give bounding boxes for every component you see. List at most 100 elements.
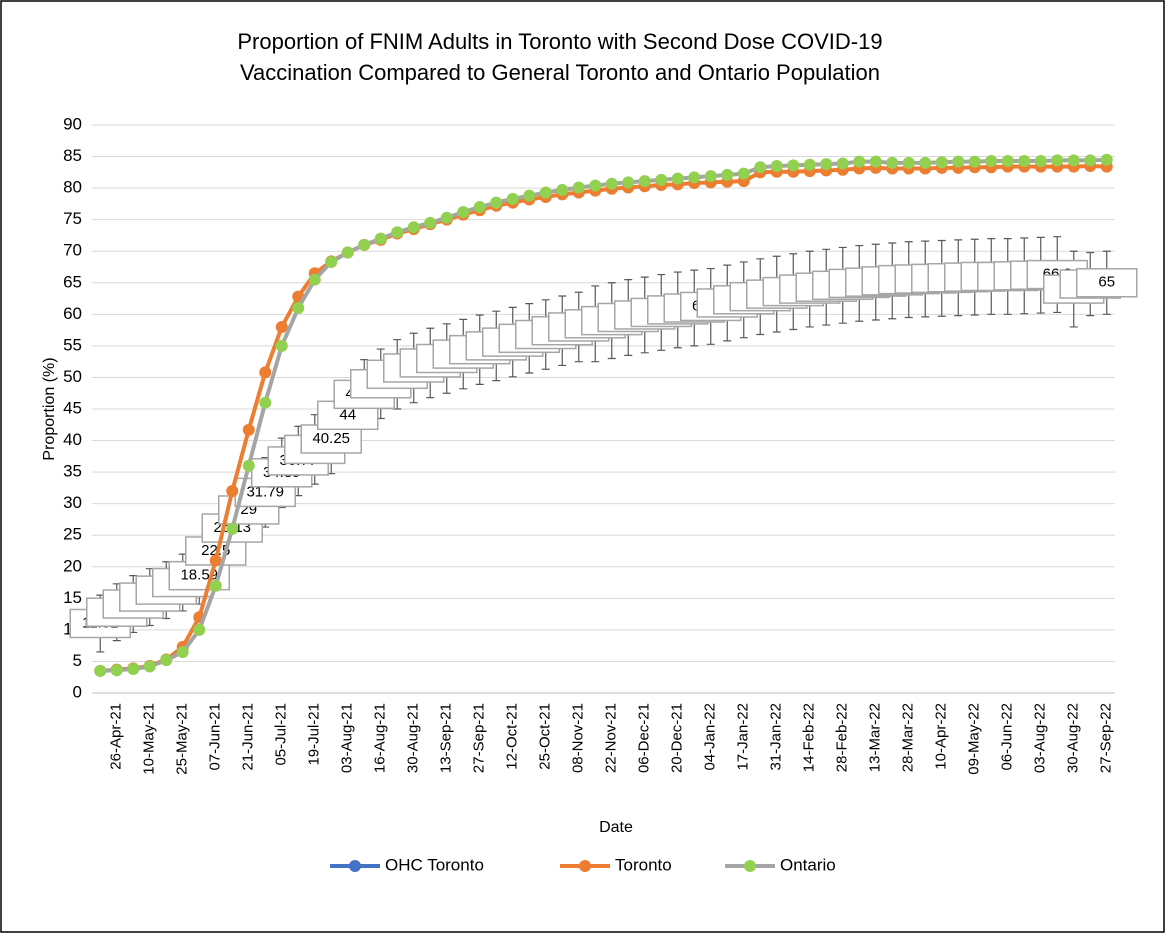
x-tick-label: 07-Jun-21 xyxy=(207,703,224,771)
series-marker xyxy=(1018,154,1031,167)
data-label: 44 xyxy=(339,406,356,423)
series-marker xyxy=(358,238,371,251)
series-marker xyxy=(292,302,305,315)
series-marker xyxy=(721,168,734,181)
x-tick-label: 21-Jun-21 xyxy=(240,703,257,771)
y-tick-label: 35 xyxy=(63,462,82,481)
x-tick-label: 10-Apr-22 xyxy=(933,703,950,770)
legend-marker xyxy=(744,860,756,872)
x-tick-label: 27-Sep-22 xyxy=(1098,703,1115,773)
series-marker xyxy=(242,423,255,436)
series-marker xyxy=(209,554,222,567)
series-marker xyxy=(160,654,173,667)
series-marker xyxy=(968,155,981,168)
series-marker xyxy=(523,189,536,202)
legend-label: OHC Toronto xyxy=(385,855,484,874)
x-tick-label: 08-Nov-21 xyxy=(570,703,587,773)
series-marker xyxy=(952,155,965,168)
series-marker xyxy=(985,154,998,167)
series-marker xyxy=(193,623,206,636)
series-marker xyxy=(127,663,140,676)
series-marker xyxy=(176,645,189,658)
x-tick-label: 30-Aug-22 xyxy=(1065,703,1082,773)
x-tick-label: 26-Apr-21 xyxy=(108,703,125,770)
series-marker xyxy=(770,160,783,173)
legend-label: Toronto xyxy=(615,855,672,874)
x-tick-label: 25-Oct-21 xyxy=(537,703,554,770)
x-tick-label: 19-Jul-21 xyxy=(306,703,323,766)
series-marker xyxy=(556,184,569,197)
series-marker xyxy=(671,172,684,185)
x-tick-label: 16-Aug-21 xyxy=(372,703,389,773)
series-marker xyxy=(374,232,387,245)
x-tick-label: 03-Aug-21 xyxy=(339,703,356,773)
series-marker xyxy=(589,179,602,192)
y-tick-label: 70 xyxy=(63,241,82,260)
data-label: 40.25 xyxy=(312,430,350,447)
x-tick-label: 13-Mar-22 xyxy=(867,703,884,772)
series-marker xyxy=(391,226,404,239)
series-marker xyxy=(1100,153,1113,166)
x-tick-label: 13-Sep-21 xyxy=(438,703,455,773)
series-marker xyxy=(655,173,668,186)
y-tick-label: 60 xyxy=(63,304,82,323)
series-marker xyxy=(869,155,882,168)
series-marker xyxy=(820,158,833,171)
x-tick-label: 27-Sep-21 xyxy=(471,703,488,773)
x-tick-label: 20-Dec-21 xyxy=(669,703,686,773)
series-marker xyxy=(440,211,453,224)
series-marker xyxy=(704,170,717,183)
series-marker xyxy=(94,664,107,677)
x-tick-label: 09-May-22 xyxy=(966,703,983,775)
series-marker xyxy=(308,273,321,286)
series-marker xyxy=(473,201,486,214)
y-tick-label: 20 xyxy=(63,556,82,575)
series-marker xyxy=(638,175,651,188)
series-marker xyxy=(341,246,354,259)
y-tick-label: 25 xyxy=(63,525,82,544)
y-tick-label: 40 xyxy=(63,430,82,449)
series-marker xyxy=(1084,154,1097,167)
series-marker xyxy=(325,255,338,268)
series-marker xyxy=(275,320,288,333)
x-tick-label: 03-Aug-22 xyxy=(1032,703,1049,773)
series-marker xyxy=(490,196,503,209)
series-marker xyxy=(143,660,156,673)
y-tick-label: 0 xyxy=(73,682,82,701)
y-tick-label: 55 xyxy=(63,335,82,354)
y-tick-label: 45 xyxy=(63,398,82,417)
y-tick-label: 15 xyxy=(63,588,82,607)
series-marker xyxy=(1067,154,1080,167)
x-tick-label: 12-Oct-21 xyxy=(504,703,521,770)
series-marker xyxy=(226,485,239,498)
series-marker xyxy=(853,155,866,168)
series-marker xyxy=(506,192,519,205)
series-marker xyxy=(424,216,437,229)
x-axis-title: Date xyxy=(599,819,633,836)
series-marker xyxy=(1001,154,1014,167)
series-marker xyxy=(836,157,849,170)
legend-marker xyxy=(579,860,591,872)
series-marker xyxy=(754,161,767,174)
chart-title: Proportion of FNIM Adults in Toronto wit… xyxy=(237,29,882,54)
series-marker xyxy=(110,664,123,677)
series-marker xyxy=(605,177,618,190)
series-marker xyxy=(622,176,635,189)
data-label-box xyxy=(1076,268,1138,298)
series-marker xyxy=(539,186,552,199)
x-tick-label: 28-Feb-22 xyxy=(834,703,851,772)
x-tick-label: 04-Jan-22 xyxy=(702,703,719,771)
series-marker xyxy=(902,156,915,169)
y-tick-label: 90 xyxy=(63,114,82,133)
x-tick-label: 31-Jan-22 xyxy=(768,703,785,771)
series-marker xyxy=(803,158,816,171)
y-tick-label: 50 xyxy=(63,367,82,386)
series-marker xyxy=(259,366,272,379)
data-label: 31.79 xyxy=(246,483,284,500)
series-marker xyxy=(275,339,288,352)
x-tick-label: 05-Jul-21 xyxy=(273,703,290,766)
x-tick-label: 06-Jun-22 xyxy=(999,703,1016,771)
x-tick-label: 22-Nov-21 xyxy=(603,703,620,773)
